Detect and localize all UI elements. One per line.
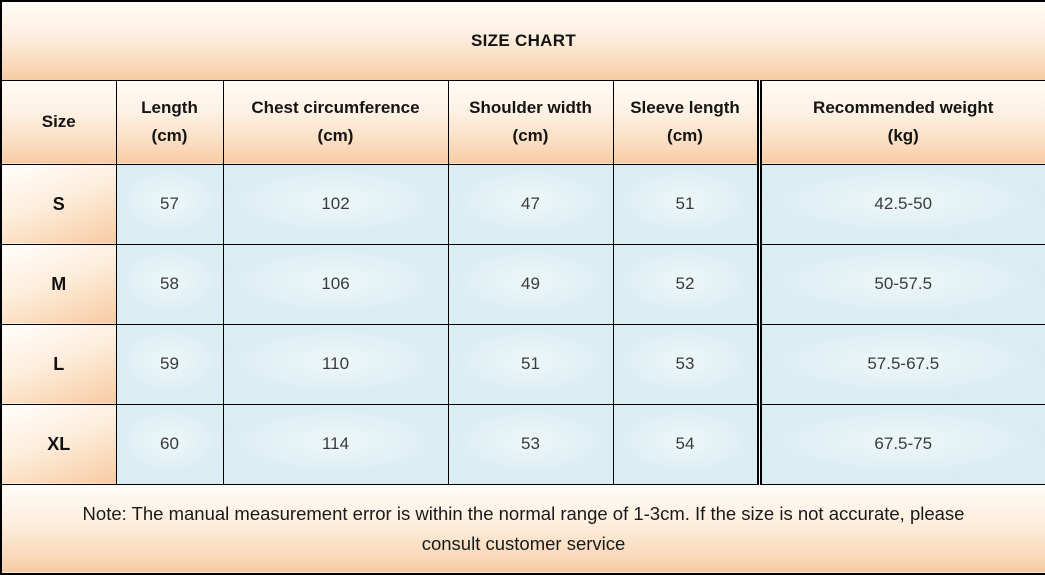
cell-m-length: 58 [115, 243, 224, 325]
column-header-recommended-weight: Recommended weight (kg) [756, 79, 1045, 165]
column-header-sleeve-length: Sleeve length (cm) [612, 79, 760, 165]
cell-s-weight: 42.5-50 [756, 163, 1045, 245]
column-header-length: Length (cm) [115, 79, 224, 165]
cell-l-sleeve: 53 [612, 323, 760, 405]
cell-s-shoulder: 47 [447, 163, 614, 245]
row-header-size-xl: XL [0, 403, 117, 485]
title-row: SIZE CHART [0, 0, 1045, 81]
cell-xl-shoulder: 53 [447, 403, 614, 485]
column-header-size: Size [0, 79, 117, 165]
table-row-m: M 58 106 49 52 50-57.5 [0, 243, 1045, 325]
cell-m-weight: 50-57.5 [756, 243, 1045, 325]
cell-xl-sleeve: 54 [612, 403, 760, 485]
cell-l-length: 59 [115, 323, 224, 405]
cell-s-length: 57 [115, 163, 224, 245]
cell-l-chest: 110 [222, 323, 449, 405]
cell-l-shoulder: 51 [447, 323, 614, 405]
row-header-size-l: L [0, 323, 117, 405]
cell-m-sleeve: 52 [612, 243, 760, 325]
cell-l-weight: 57.5-67.5 [756, 323, 1045, 405]
table-row-s: S 57 102 47 51 42.5-50 [0, 163, 1045, 245]
table-header-row: Size Length (cm) Chest circumference (cm… [0, 79, 1045, 165]
cell-s-chest: 102 [222, 163, 449, 245]
cell-xl-weight: 67.5-75 [756, 403, 1045, 485]
table-row-l: L 59 110 51 53 57.5-67.5 [0, 323, 1045, 405]
column-header-shoulder-width: Shoulder width (cm) [447, 79, 614, 165]
cell-s-sleeve: 51 [612, 163, 760, 245]
cell-m-shoulder: 49 [447, 243, 614, 325]
column-header-chest-circumference: Chest circumference (cm) [222, 79, 449, 165]
page-title: SIZE CHART [0, 0, 1045, 81]
cell-xl-chest: 114 [222, 403, 449, 485]
note-row: Note: The manual measurement error is wi… [0, 483, 1045, 575]
table-row-xl: XL 60 114 53 54 67.5-75 [0, 403, 1045, 485]
row-header-size-m: M [0, 243, 117, 325]
row-header-size-s: S [0, 163, 117, 245]
measurement-note: Note: The manual measurement error is wi… [0, 483, 1045, 575]
cell-m-chest: 106 [222, 243, 449, 325]
cell-xl-length: 60 [115, 403, 224, 485]
